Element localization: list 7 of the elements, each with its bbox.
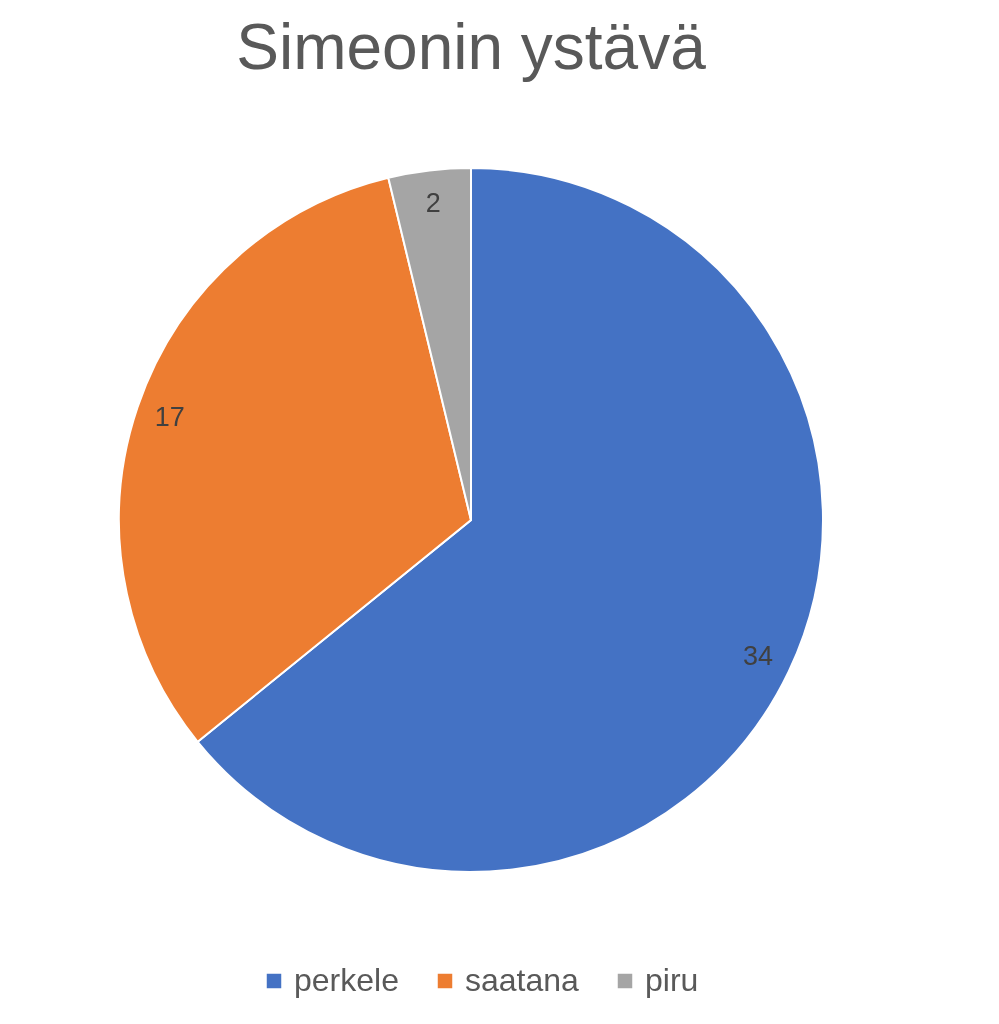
data-label: 17: [154, 402, 185, 433]
data-label: 34: [743, 640, 774, 671]
legend-label: saatana: [465, 962, 580, 998]
chart-title: Simeonin ystävä: [236, 11, 707, 83]
legend-label: perkele: [294, 962, 399, 998]
data-label: 2: [425, 188, 441, 219]
legend-label: piru: [645, 962, 699, 998]
